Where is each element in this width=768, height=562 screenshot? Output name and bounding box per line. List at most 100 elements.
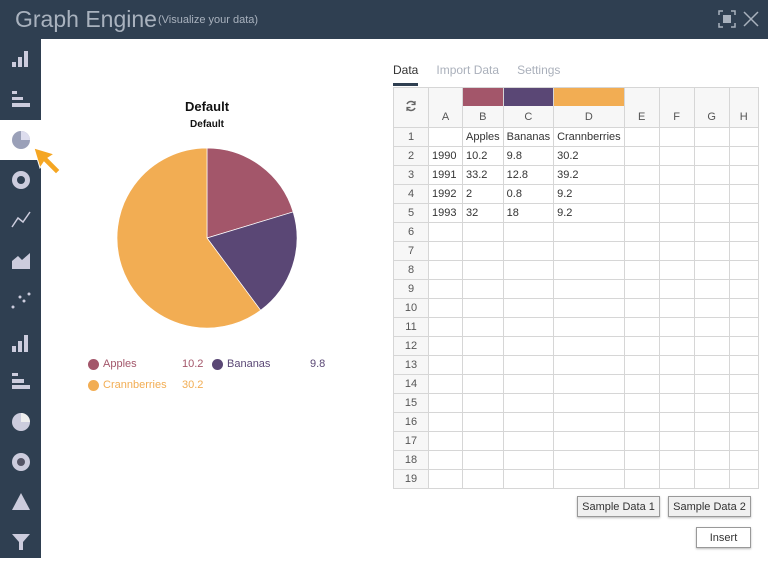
grid-cell[interactable] bbox=[693, 260, 730, 280]
column-header-g[interactable]: G bbox=[693, 87, 730, 128]
grid-cell[interactable] bbox=[502, 260, 555, 280]
grid-cell[interactable] bbox=[658, 127, 695, 147]
grid-cell[interactable] bbox=[623, 222, 660, 242]
pie-slice-apples[interactable] bbox=[206, 147, 294, 239]
grid-cell[interactable]: 33.2 bbox=[462, 165, 504, 185]
grid-cell[interactable] bbox=[502, 412, 555, 432]
grid-cell[interactable] bbox=[502, 298, 555, 318]
grid-cell[interactable] bbox=[623, 393, 660, 413]
grid-cell[interactable] bbox=[658, 260, 695, 280]
sidebar-item-pyramid[interactable] bbox=[0, 482, 41, 522]
grid-cell[interactable] bbox=[693, 165, 730, 185]
grid-cell[interactable] bbox=[658, 374, 695, 394]
grid-cell[interactable] bbox=[553, 260, 625, 280]
grid-cell[interactable]: 2 bbox=[462, 184, 504, 204]
grid-cell[interactable] bbox=[728, 184, 759, 204]
grid-cell[interactable] bbox=[462, 469, 504, 489]
legend-item-apples[interactable]: Apples 10.2 bbox=[88, 358, 218, 370]
grid-cell[interactable]: 0.8 bbox=[502, 184, 555, 204]
tab-settings[interactable]: Settings bbox=[517, 63, 561, 77]
close-icon[interactable] bbox=[742, 10, 760, 28]
grid-cell[interactable] bbox=[553, 374, 625, 394]
tab-data[interactable]: Data bbox=[393, 63, 419, 86]
grid-cell[interactable] bbox=[693, 431, 730, 451]
grid-cell[interactable] bbox=[728, 127, 759, 147]
grid-cell[interactable] bbox=[693, 412, 730, 432]
grid-cell[interactable]: Crannberries bbox=[553, 127, 625, 147]
fullscreen-icon[interactable] bbox=[718, 10, 736, 28]
grid-cell[interactable] bbox=[693, 317, 730, 337]
sample-data-1-button[interactable]: Sample Data 1 bbox=[577, 496, 660, 517]
grid-cell[interactable] bbox=[462, 336, 504, 356]
grid-cell[interactable] bbox=[658, 184, 695, 204]
grid-cell[interactable] bbox=[658, 412, 695, 432]
grid-cell[interactable] bbox=[502, 355, 555, 375]
grid-cell[interactable] bbox=[728, 336, 759, 356]
sidebar-item-donut[interactable] bbox=[0, 160, 41, 200]
grid-cell[interactable] bbox=[728, 222, 759, 242]
grid-cell[interactable] bbox=[428, 412, 463, 432]
column-header-c[interactable]: C bbox=[502, 87, 555, 128]
grid-cell[interactable] bbox=[428, 260, 463, 280]
grid-cell[interactable] bbox=[623, 279, 660, 299]
grid-cell[interactable]: 1991 bbox=[428, 165, 463, 185]
grid-cell[interactable]: 12.8 bbox=[502, 165, 555, 185]
grid-cell[interactable] bbox=[428, 298, 463, 318]
grid-cell[interactable] bbox=[553, 279, 625, 299]
grid-cell[interactable] bbox=[502, 317, 555, 337]
grid-cell[interactable]: 18 bbox=[502, 203, 555, 223]
grid-cell[interactable] bbox=[462, 450, 504, 470]
grid-cell[interactable] bbox=[623, 146, 660, 166]
column-header-h[interactable]: H bbox=[728, 87, 759, 128]
grid-cell[interactable] bbox=[728, 317, 759, 337]
grid-cell[interactable] bbox=[693, 203, 730, 223]
grid-cell[interactable] bbox=[623, 184, 660, 204]
grid-cell[interactable]: 30.2 bbox=[553, 146, 625, 166]
grid-cell[interactable] bbox=[728, 279, 759, 299]
grid-cell[interactable] bbox=[693, 127, 730, 147]
grid-cell[interactable] bbox=[428, 469, 463, 489]
grid-cell[interactable] bbox=[553, 393, 625, 413]
grid-cell[interactable] bbox=[693, 184, 730, 204]
grid-cell[interactable] bbox=[502, 336, 555, 356]
grid-cell[interactable] bbox=[623, 298, 660, 318]
grid-cell[interactable] bbox=[502, 431, 555, 451]
pie-slice-bananas[interactable] bbox=[206, 211, 298, 311]
grid-cell[interactable] bbox=[658, 146, 695, 166]
grid-cell[interactable] bbox=[693, 298, 730, 318]
grid-cell[interactable] bbox=[693, 469, 730, 489]
grid-cell[interactable] bbox=[728, 298, 759, 318]
grid-cell[interactable] bbox=[623, 355, 660, 375]
sidebar-item-pie-chart[interactable] bbox=[0, 120, 41, 160]
insert-button[interactable]: Insert bbox=[696, 527, 751, 548]
grid-cell[interactable] bbox=[693, 146, 730, 166]
grid-cell[interactable] bbox=[658, 279, 695, 299]
grid-cell[interactable] bbox=[553, 241, 625, 261]
grid-cell[interactable] bbox=[462, 355, 504, 375]
grid-cell[interactable] bbox=[462, 241, 504, 261]
grid-cell[interactable] bbox=[428, 279, 463, 299]
grid-cell[interactable]: 39.2 bbox=[553, 165, 625, 185]
grid-cell[interactable] bbox=[658, 469, 695, 489]
grid-cell[interactable] bbox=[728, 355, 759, 375]
grid-cell[interactable] bbox=[693, 336, 730, 356]
sidebar-item-pie-3d[interactable] bbox=[0, 402, 41, 442]
grid-cell[interactable] bbox=[502, 374, 555, 394]
column-header-e[interactable]: E bbox=[623, 87, 660, 128]
grid-cell[interactable] bbox=[428, 241, 463, 261]
legend-item-crannberries[interactable]: Crannberries 30.2 bbox=[88, 379, 218, 391]
grid-cell[interactable] bbox=[553, 317, 625, 337]
grid-cell[interactable] bbox=[623, 412, 660, 432]
grid-cell[interactable] bbox=[623, 127, 660, 147]
grid-cell[interactable] bbox=[428, 355, 463, 375]
grid-cell[interactable] bbox=[658, 431, 695, 451]
grid-cell[interactable] bbox=[658, 355, 695, 375]
sidebar-item-line-chart[interactable] bbox=[0, 200, 41, 240]
grid-cell[interactable]: 1992 bbox=[428, 184, 463, 204]
grid-cell[interactable] bbox=[462, 412, 504, 432]
sidebar-item-funnel[interactable] bbox=[0, 522, 41, 562]
grid-cell[interactable] bbox=[428, 127, 463, 147]
grid-cell[interactable] bbox=[728, 165, 759, 185]
grid-cell[interactable] bbox=[553, 298, 625, 318]
grid-cell[interactable]: 9.8 bbox=[502, 146, 555, 166]
